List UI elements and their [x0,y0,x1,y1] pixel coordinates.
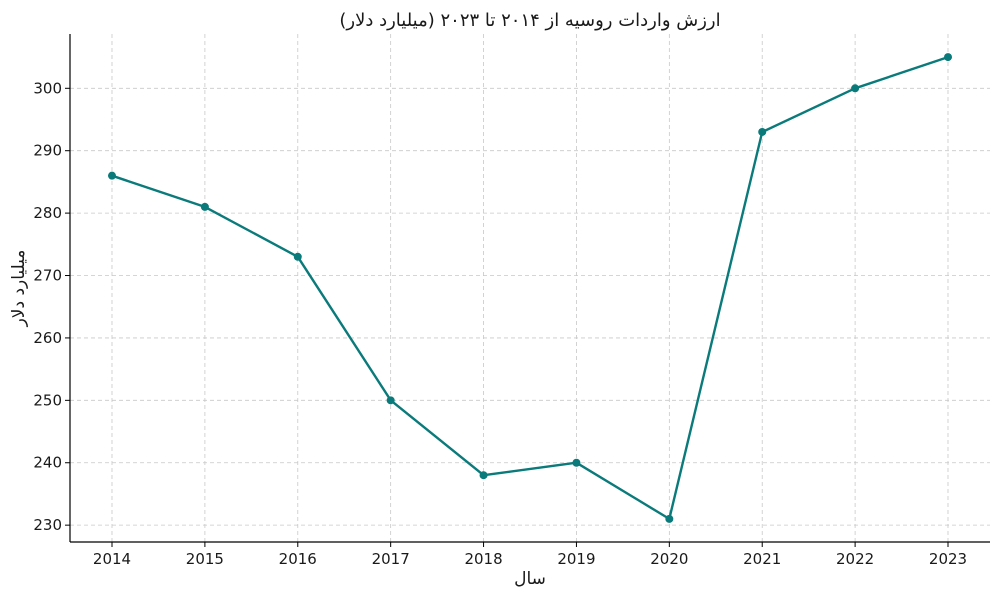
x-axis-ticks: 2014 2015 2016 2017 2018 2019 2020 2021 2022 2023 [93,542,967,568]
x-tick-label: 2016 [279,550,317,568]
data-point [572,458,581,467]
data-series [108,53,952,523]
y-tick-label: 260 [33,329,62,347]
x-tick-label: 2022 [836,550,874,568]
data-point [665,514,674,523]
data-point [479,471,488,480]
y-tick-label: 290 [33,142,62,160]
y-axis-title: میلیارد دلار [9,250,29,328]
y-axis-ticks: 230 240 250 260 270 280 290 300 [33,79,70,534]
grid [70,34,990,542]
series-line [110,55,950,521]
x-tick-label: 2021 [743,550,781,568]
data-point [108,171,116,180]
y-tick-label: 270 [33,267,62,285]
y-tick-label: 240 [33,454,62,472]
y-tick-label: 230 [33,516,62,534]
y-tick-label: 280 [33,204,62,222]
data-point [386,396,395,405]
data-point [944,53,952,62]
y-tick-label: 250 [33,391,62,409]
y-tick-label: 300 [33,79,62,97]
x-tick-label: 2017 [372,550,410,568]
x-tick-label: 2020 [650,550,688,568]
x-tick-label: 2015 [186,550,224,568]
x-tick-label: 2023 [929,550,967,568]
x-axis-title: سال [514,569,546,589]
data-point [200,202,209,211]
x-tick-label: 2019 [557,550,595,568]
data-point [293,252,302,261]
data-point [851,84,860,93]
axes [69,34,990,543]
x-tick-label: 2018 [464,550,502,568]
data-point [758,127,767,136]
chart-title: ارزش واردات روسیه از ۲۰۱۴ تا ۲۰۲۳ (میلیا… [339,10,720,31]
x-tick-label: 2014 [93,550,131,568]
